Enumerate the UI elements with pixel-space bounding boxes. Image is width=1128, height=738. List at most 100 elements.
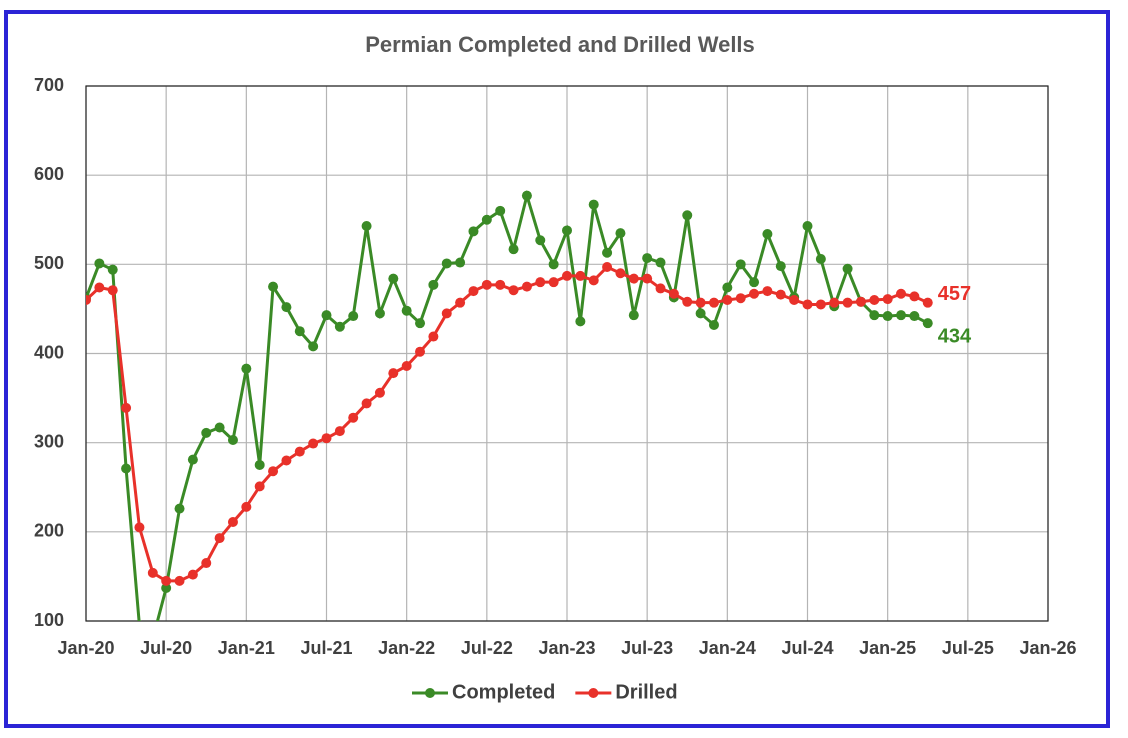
- data-point: [94, 282, 105, 293]
- data-point: [575, 316, 586, 327]
- data-point: [695, 297, 706, 308]
- data-point: [775, 289, 786, 300]
- data-point: [815, 299, 826, 310]
- data-point: [588, 199, 599, 210]
- series-line: [86, 265, 929, 583]
- data-point: [535, 235, 546, 246]
- x-tick-label: Jul-25: [942, 638, 994, 658]
- data-point: [161, 583, 172, 594]
- data-point: [481, 214, 492, 225]
- data-point: [401, 305, 412, 316]
- data-point: [628, 310, 639, 321]
- data-point: [909, 311, 920, 322]
- data-point: [137, 620, 142, 621]
- data-point: [829, 297, 840, 308]
- data-point: [455, 297, 466, 308]
- data-point: [294, 326, 305, 337]
- end-label: 457: [938, 283, 971, 305]
- data-point: [508, 244, 519, 255]
- legend-label: Drilled: [615, 681, 677, 703]
- data-point: [308, 438, 319, 449]
- data-point: [121, 402, 132, 413]
- y-tick-label: 600: [34, 164, 64, 184]
- data-point: [762, 286, 773, 297]
- data-point: [334, 321, 345, 332]
- data-point: [896, 288, 907, 299]
- series-line: [86, 190, 929, 621]
- data-point: [562, 225, 572, 236]
- data-point: [802, 220, 813, 231]
- data-point: [254, 459, 265, 470]
- x-tick-label: Jul-21: [300, 638, 352, 658]
- data-point: [722, 295, 733, 305]
- data-point: [388, 368, 399, 379]
- data-point: [842, 297, 853, 308]
- x-tick-label: Jul-24: [781, 638, 833, 658]
- data-point: [227, 434, 238, 445]
- data-point: [762, 229, 773, 240]
- data-point: [415, 346, 426, 357]
- data-point: [468, 286, 479, 297]
- data-point: [468, 226, 479, 237]
- data-point: [695, 308, 706, 319]
- data-point: [374, 387, 385, 398]
- end-label: 434: [938, 325, 972, 347]
- data-point: [615, 228, 626, 239]
- data-point: [348, 412, 359, 423]
- data-point: [94, 258, 105, 269]
- data-point: [147, 567, 158, 578]
- data-point: [86, 295, 91, 305]
- data-point: [348, 311, 359, 322]
- data-point: [401, 360, 412, 371]
- y-tick-label: 400: [34, 342, 64, 362]
- data-point: [107, 264, 118, 275]
- data-point: [735, 293, 746, 304]
- data-point: [521, 281, 532, 292]
- data-point: [241, 363, 252, 374]
- y-tick-label: 500: [34, 253, 64, 273]
- x-tick-label: Jan-21: [218, 638, 275, 658]
- data-point: [548, 259, 559, 270]
- data-point: [214, 533, 225, 544]
- data-point: [121, 463, 132, 474]
- x-tick-label: Jan-25: [859, 638, 916, 658]
- data-point: [361, 220, 372, 231]
- data-point: [361, 398, 372, 409]
- data-point: [575, 270, 586, 281]
- x-tick-label: Jul-20: [140, 638, 192, 658]
- data-point: [749, 288, 760, 299]
- data-point: [281, 302, 292, 313]
- data-point: [896, 310, 907, 321]
- data-point: [201, 427, 212, 438]
- legend-label: Completed: [452, 681, 555, 703]
- data-point: [227, 517, 238, 528]
- data-point: [682, 210, 693, 221]
- x-tick-label: Jul-22: [461, 638, 513, 658]
- data-point: [308, 341, 319, 352]
- data-point: [241, 501, 252, 512]
- data-point: [214, 422, 225, 433]
- data-point: [789, 295, 800, 305]
- data-point: [161, 575, 172, 586]
- data-point: [922, 297, 933, 308]
- data-point: [374, 308, 385, 319]
- x-tick-label: Jul-23: [621, 638, 673, 658]
- data-point: [602, 247, 613, 258]
- data-point: [682, 296, 693, 307]
- data-point: [909, 291, 920, 302]
- data-point: [441, 258, 452, 269]
- data-point: [642, 253, 653, 264]
- data-point: [628, 273, 639, 284]
- data-point: [775, 261, 786, 272]
- data-point: [321, 433, 332, 444]
- data-point: [388, 273, 399, 284]
- data-point: [134, 522, 145, 533]
- data-point: [455, 257, 466, 268]
- legend-marker: [425, 688, 435, 698]
- data-point: [281, 455, 292, 466]
- data-point: [508, 285, 519, 296]
- data-point: [294, 446, 305, 457]
- data-point: [187, 454, 198, 465]
- data-point: [428, 331, 439, 342]
